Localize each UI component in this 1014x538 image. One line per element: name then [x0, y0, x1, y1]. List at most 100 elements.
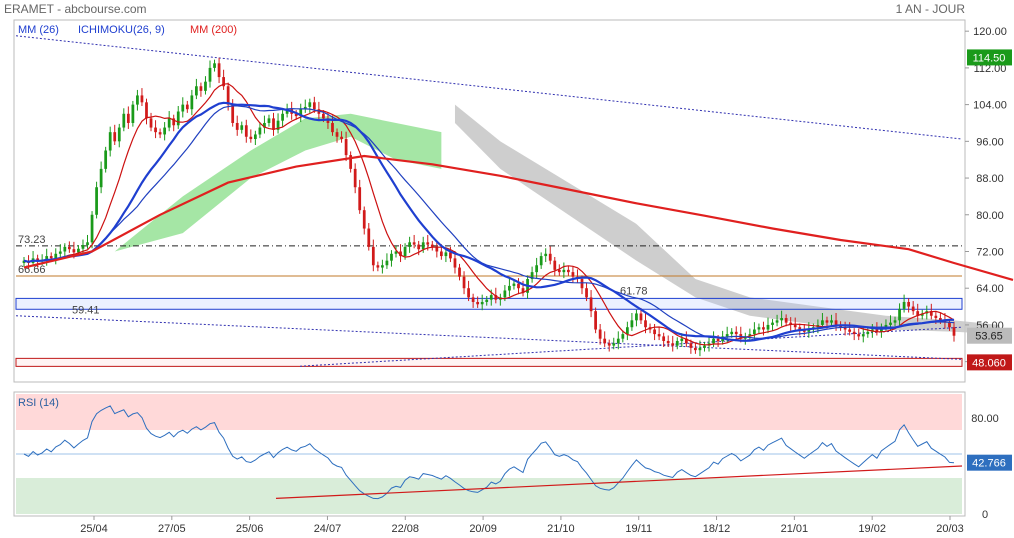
- candle-body: [680, 338, 684, 341]
- price-tick-label: 80.00: [976, 210, 1004, 222]
- candle-body: [312, 102, 316, 110]
- candle-body: [131, 104, 135, 123]
- price-tick-label: 104.00: [973, 100, 1007, 112]
- candle-body: [657, 334, 661, 337]
- candle-body: [462, 276, 466, 289]
- candle-body: [830, 320, 833, 323]
- candle-body: [253, 134, 257, 140]
- candle-body: [176, 111, 180, 126]
- chart-period: 1 AN - JOUR: [896, 2, 966, 16]
- candle-body: [235, 122, 239, 130]
- candle-body: [163, 127, 167, 135]
- candle-body: [907, 301, 911, 307]
- candle-body: [353, 168, 357, 188]
- candle-body: [376, 265, 380, 268]
- date-tick-label: 19/11: [625, 523, 652, 535]
- candle-body: [848, 329, 852, 332]
- legend-mm200: MM (200): [190, 24, 237, 36]
- candle-body: [426, 242, 430, 245]
- candle-body: [512, 283, 516, 286]
- date-tick-label: 20/09: [469, 523, 497, 535]
- candle-body: [898, 308, 901, 321]
- candle-body: [108, 132, 112, 151]
- candle-body: [54, 253, 58, 259]
- candle-body: [281, 113, 284, 121]
- candle-body: [952, 327, 956, 336]
- candle-body: [775, 320, 779, 323]
- candle-body: [167, 118, 171, 128]
- candle-body: [612, 343, 616, 346]
- candle-body: [653, 329, 656, 335]
- rsi-tick-label: 0: [982, 509, 988, 521]
- candle-body: [226, 86, 230, 105]
- mm200-line: [23, 154, 1014, 281]
- candle-body: [430, 244, 434, 247]
- candle-body: [449, 252, 452, 259]
- candle-body: [948, 322, 951, 328]
- candle-body: [489, 295, 493, 300]
- candle-body: [381, 265, 384, 268]
- chart-source: ERAMET - abcbourse.com: [4, 2, 147, 16]
- candle-body: [195, 86, 198, 96]
- candle-body: [535, 265, 539, 273]
- candle-body: [730, 331, 734, 335]
- candle-body: [99, 168, 103, 188]
- candle-body: [263, 122, 266, 128]
- level53-tag-text: 53.65: [975, 331, 1003, 343]
- candle-body: [789, 322, 793, 325]
- candle-body: [285, 109, 289, 114]
- candle-body: [716, 338, 720, 341]
- candle-body: [585, 288, 588, 298]
- date-tick-label: 21/01: [781, 523, 809, 535]
- date-tick-label: 19/02: [858, 523, 886, 535]
- candle-body: [326, 118, 330, 123]
- candle-body: [698, 347, 702, 351]
- candle-body: [625, 327, 629, 335]
- level53-tag-bg: [967, 327, 1012, 344]
- candle-body: [725, 334, 729, 337]
- candle-body: [666, 340, 670, 344]
- candle-body: [303, 106, 307, 110]
- candle-body: [684, 338, 688, 344]
- legend-mm26: MM (26): [18, 24, 59, 36]
- value-tags: 114.50 53.65 48.060 42.766: [967, 49, 1012, 471]
- candle-body: [181, 104, 185, 112]
- price-tick-label: 72.00: [976, 246, 1004, 258]
- candle-body: [589, 297, 593, 312]
- candle-body: [571, 272, 575, 277]
- candle-body: [784, 318, 788, 323]
- candle-body: [136, 95, 139, 105]
- candle-body: [662, 336, 666, 341]
- date-tick-label: 24/07: [314, 523, 342, 535]
- candle-body: [471, 297, 475, 302]
- candle-body: [367, 228, 371, 247]
- candle-body: [417, 244, 421, 250]
- candle-body: [258, 127, 262, 135]
- candle-body: [458, 267, 461, 277]
- candle-body: [703, 345, 706, 348]
- candle-body: [276, 120, 280, 130]
- candle-body: [485, 299, 489, 302]
- last-price-tag-text: 114.50: [973, 52, 1006, 64]
- candle-body: [113, 132, 117, 142]
- candle-body: [117, 127, 121, 142]
- tenkan-line: [23, 83, 955, 346]
- candle-body: [172, 118, 176, 126]
- candle-body: [358, 187, 362, 211]
- candle-body: [866, 331, 870, 335]
- price-tick-label: 120.00: [973, 26, 1007, 38]
- candle-body: [126, 113, 130, 123]
- candle-body: [439, 251, 443, 257]
- candle-body: [562, 269, 566, 273]
- candle-body: [530, 272, 534, 280]
- candle-body: [766, 324, 770, 330]
- candle-body: [104, 150, 108, 169]
- candle-body: [857, 334, 861, 337]
- price-axis: 120.00 112.00 104.00 96.00 88.00 80.00 72.00 64…: [965, 26, 1007, 369]
- candle-body: [77, 248, 80, 253]
- rsi-tick-label: 80.00: [971, 413, 999, 425]
- candle-body: [694, 347, 697, 351]
- date-tick-label: 27/05: [158, 523, 186, 535]
- trend-lower: [15, 315, 963, 360]
